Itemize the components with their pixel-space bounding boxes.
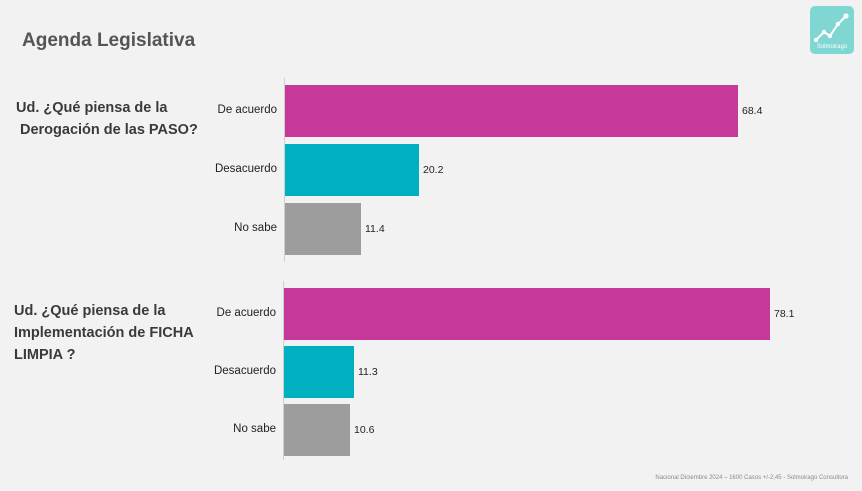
chart-2-category-label: Desacuerdo xyxy=(213,365,276,377)
chart-2-axis xyxy=(283,281,284,460)
chart-1-bar xyxy=(285,144,419,196)
chart-2-value-label: 11.3 xyxy=(358,366,378,378)
chart-2-value-label: 10.6 xyxy=(354,424,375,436)
chart-1-category-label: No sabe xyxy=(234,222,277,234)
chart-1-value-label: 68.4 xyxy=(742,105,763,117)
chart-1-value-label: 20.2 xyxy=(423,164,444,176)
question-2-line-3: LIMPIA ? xyxy=(14,347,76,363)
chart-1-bar xyxy=(285,203,361,255)
trend-chart-icon xyxy=(813,13,849,43)
question-2: Ud. ¿Qué piensa de la Implementación de … xyxy=(14,300,214,366)
footer-note: Nacional Diciembre 2024 – 1600 Casos +/-… xyxy=(655,475,848,481)
question-2-line-1: Ud. ¿Qué piensa de la xyxy=(14,303,166,319)
logo: Solmoirago xyxy=(810,6,854,54)
chart-2-category-label: De acuerdo xyxy=(216,307,276,319)
chart-2-bar xyxy=(284,346,354,398)
chart-1-value-label: 11.4 xyxy=(365,223,385,235)
chart-1-category-label: Desacuerdo xyxy=(214,163,277,175)
question-1-line-1: Ud. ¿Qué piensa de la xyxy=(16,100,168,116)
question-1-line-2: Derogación de las PASO? xyxy=(20,122,198,138)
chart-2-bar xyxy=(284,288,770,340)
chart-1-bar xyxy=(285,85,738,137)
question-1: Ud. ¿Qué piensa de la Derogación de las … xyxy=(16,97,216,141)
chart-2-value-label: 78.1 xyxy=(774,308,795,320)
chart-1-category-label: De acuerdo xyxy=(217,104,277,116)
logo-text: Solmoirago xyxy=(816,44,848,50)
chart-2-bar xyxy=(284,404,350,456)
chart-2-category-label: No sabe xyxy=(233,423,276,435)
page-title: Agenda Legislativa xyxy=(22,30,196,51)
question-2-line-2: Implementación de FICHA xyxy=(14,325,194,341)
chart-1-axis xyxy=(284,78,285,262)
